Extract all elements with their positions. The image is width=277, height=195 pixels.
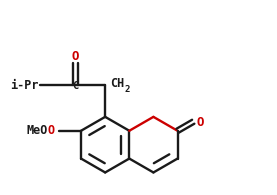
Text: C: C xyxy=(72,81,78,91)
Text: O: O xyxy=(48,124,55,137)
Text: CH: CH xyxy=(110,77,124,90)
Text: O: O xyxy=(196,116,204,129)
Text: O: O xyxy=(71,50,79,63)
Text: MeO: MeO xyxy=(27,124,48,137)
Text: i-Pr: i-Pr xyxy=(10,79,39,92)
Text: 2: 2 xyxy=(124,85,129,94)
